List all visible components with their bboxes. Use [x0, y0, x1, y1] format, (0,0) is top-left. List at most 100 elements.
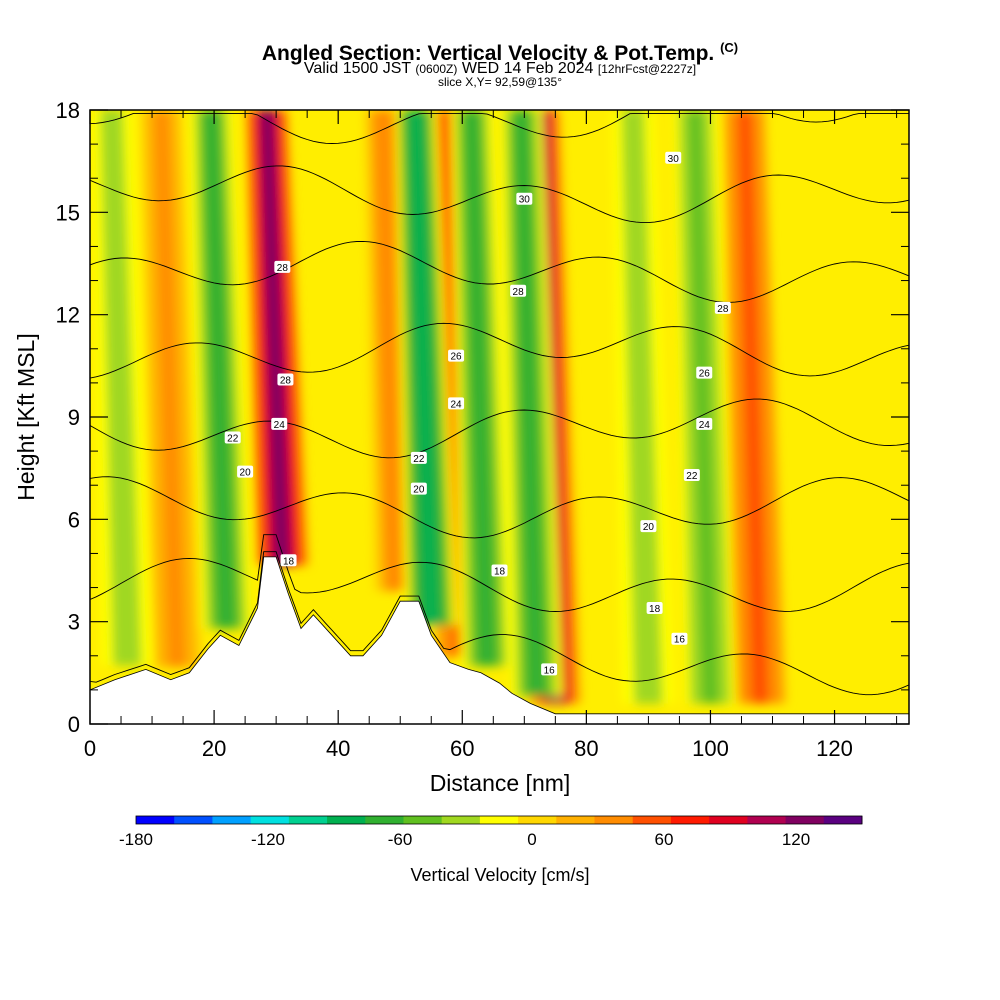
contour-label-text: 22: [686, 471, 698, 482]
colorbar-swatch: [365, 816, 404, 824]
chart-subtitle: Valid 1500 JST (0600Z) WED 14 Feb 2024 […: [0, 60, 1000, 78]
isentrope-line: [90, 476, 909, 539]
contour-label-text: 24: [451, 399, 463, 410]
contour-label: 30: [516, 192, 533, 206]
y-tick-label: 18: [56, 98, 80, 123]
contour-label: 26: [448, 349, 465, 363]
contour-label-text: 26: [699, 369, 711, 380]
contour-label-bg: [696, 417, 713, 430]
colorbar-tick-label: 60: [655, 830, 674, 849]
contour-label-bg: [410, 482, 427, 495]
contour-label-bg: [271, 417, 288, 430]
contour-label: 22: [410, 451, 427, 465]
contour-label-bg: [541, 663, 558, 676]
colorbar-swatch: [823, 816, 863, 824]
contour-label: 22: [683, 468, 700, 482]
colorbar-swatch: [747, 816, 787, 824]
contour-label-bg: [714, 301, 731, 314]
contour-label: 20: [640, 520, 657, 533]
contour-label-text: 22: [227, 433, 239, 444]
contour-label: 24: [696, 417, 713, 431]
downdraft-column-level: [204, 110, 235, 629]
contour-label: 30: [665, 151, 682, 165]
colorbar-tick-label: -180: [119, 830, 153, 849]
colorbar-swatch: [785, 816, 825, 824]
contour-label: 18: [491, 564, 508, 578]
contour-label-text: 18: [283, 556, 295, 567]
isentrope-line: [90, 534, 909, 612]
contour-label-bg: [491, 564, 508, 577]
contour-label: 22: [224, 431, 241, 444]
contour-label-text: 28: [280, 375, 292, 386]
axes: 0 20 40 60 80 100 120 0 3 6 9 12 15 18: [56, 98, 909, 761]
isentrope-line: [90, 240, 909, 303]
colorbar-frame: [135, 815, 863, 825]
contour-label: 24: [448, 397, 465, 410]
contour-label: 28: [714, 301, 731, 315]
contour-label-bg: [224, 431, 241, 444]
contour-label: 24: [271, 417, 288, 431]
downdraft-column-level: [688, 110, 719, 704]
x-tick-label: 0: [84, 736, 96, 761]
x-tick-label: 80: [574, 736, 598, 761]
colorbar-swatch: [479, 816, 519, 824]
x-axis-title: Distance [nm]: [430, 770, 571, 796]
colorbar-swatch: [441, 816, 481, 824]
contour-label: 20: [237, 465, 254, 479]
contour-label-bg: [646, 602, 663, 615]
colorbar-tick-label: 0: [527, 830, 536, 849]
colorbar-swatch: [632, 816, 672, 824]
colorbar: -180 -120 -60 0 60 120: [119, 815, 863, 849]
y-tick-label: 3: [68, 610, 80, 635]
contour-label: 26: [696, 366, 713, 380]
colorbar-swatch: [174, 816, 213, 824]
plot-area: 30 30 28 28 28 28 26 26 24 24 24 22 22 22 20 20 20 18 18 18…: [90, 110, 909, 724]
contour-label-text: 16: [544, 665, 556, 676]
colorbar-swatch: [518, 816, 557, 824]
contour-label-text: 16: [674, 635, 686, 646]
contour-labels: 30 30 28 28 28 28 26 26 24 24 24 22 22 22 20 20 20 18 18 18…: [224, 151, 731, 676]
colorbar-tick-label: -120: [251, 830, 285, 849]
contour-label-bg: [516, 192, 533, 205]
contour-label-text: 28: [513, 287, 525, 298]
colorbar-swatch: [288, 816, 328, 824]
contour-label-bg: [237, 465, 254, 478]
contour-label-text: 18: [649, 604, 661, 615]
contour-label-bg: [510, 284, 527, 297]
subtitle-valid: Valid 1500 JST: [303, 60, 411, 77]
y-axis-title: Height [Kft MSL]: [13, 333, 39, 500]
contour-label-text: 30: [668, 154, 680, 165]
colorbar-swatch: [212, 816, 252, 824]
contour-label-text: 28: [717, 304, 729, 315]
subtitle-utc: (0600Z): [415, 62, 458, 76]
contour-label-text: 20: [413, 485, 425, 496]
y-tick-label: 6: [68, 507, 80, 532]
contour-label: 28: [274, 260, 291, 274]
x-tick-label: 120: [816, 736, 853, 761]
colorbar-tick-label: -60: [388, 830, 413, 849]
contour-label: 20: [410, 482, 427, 496]
contour-label: 16: [671, 632, 688, 646]
downdraft-column-level: [626, 110, 657, 704]
chart-title-suffix: (C): [720, 40, 739, 55]
isentrope-line: [90, 165, 909, 224]
chart-title-main: Angled Section: Vertical Velocity & Pot.…: [261, 42, 715, 65]
x-tick-label: 20: [202, 736, 226, 761]
colorbar-swatch: [709, 816, 748, 824]
contour-label-bg: [671, 632, 688, 645]
x-tick-label: 60: [450, 736, 474, 761]
contour-label: 28: [510, 284, 527, 298]
updraft-column-level: [378, 110, 409, 591]
colorbar-swatch: [250, 816, 290, 824]
downdraft-column-level: [105, 110, 136, 666]
updraft-column-level: [154, 110, 186, 668]
colorbar-swatch: [556, 816, 596, 824]
contour-label-bg: [683, 468, 700, 481]
updraft-column-level: [737, 110, 769, 704]
chart-title: Angled Section: Vertical Velocity & Pot.…: [0, 36, 1000, 66]
contour-label-bg: [280, 554, 297, 567]
colorbar-swatch: [670, 816, 710, 824]
x-tick-label: 40: [326, 736, 350, 761]
contour-label-text: 18: [494, 567, 506, 578]
